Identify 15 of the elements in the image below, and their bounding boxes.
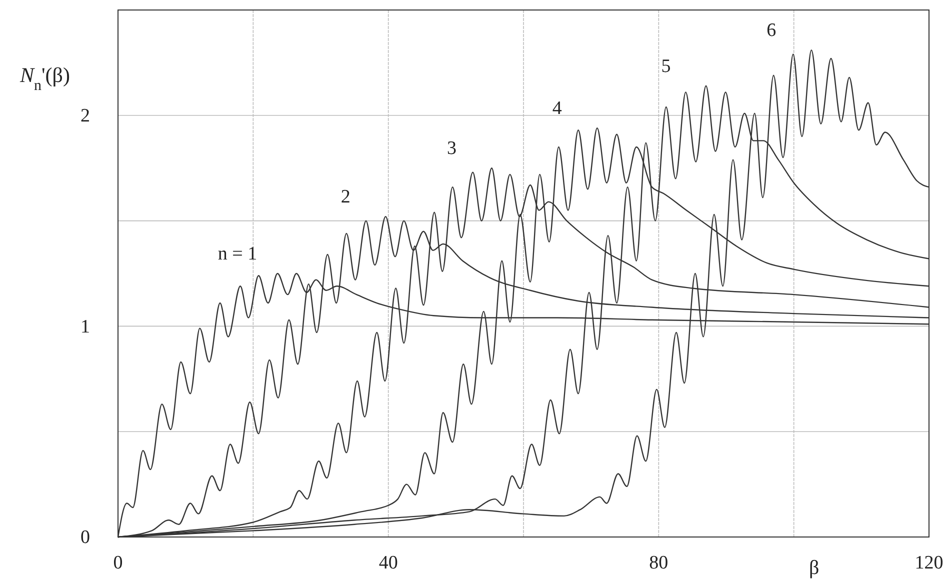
y-axis-title: N$_{n}$'(β) xyxy=(19,63,70,94)
series-label: 6 xyxy=(766,20,776,42)
series-label: n = 1 xyxy=(218,244,258,264)
series-label: 3 xyxy=(446,138,456,160)
x-tick-label: 120 xyxy=(914,552,944,574)
x-tick-label: 0 xyxy=(113,552,123,574)
x-tick-label: 40 xyxy=(378,552,398,574)
y-tick-label: 0 xyxy=(80,527,90,548)
series-label: 2 xyxy=(340,186,350,208)
x-axis-title: β xyxy=(809,557,820,579)
series-label: 5 xyxy=(661,56,671,77)
y-tick-label: 1 xyxy=(80,316,90,338)
y-tick-label: 2 xyxy=(80,105,90,126)
series-label: 4 xyxy=(552,98,562,120)
x-tick-label: 80 xyxy=(649,552,668,574)
